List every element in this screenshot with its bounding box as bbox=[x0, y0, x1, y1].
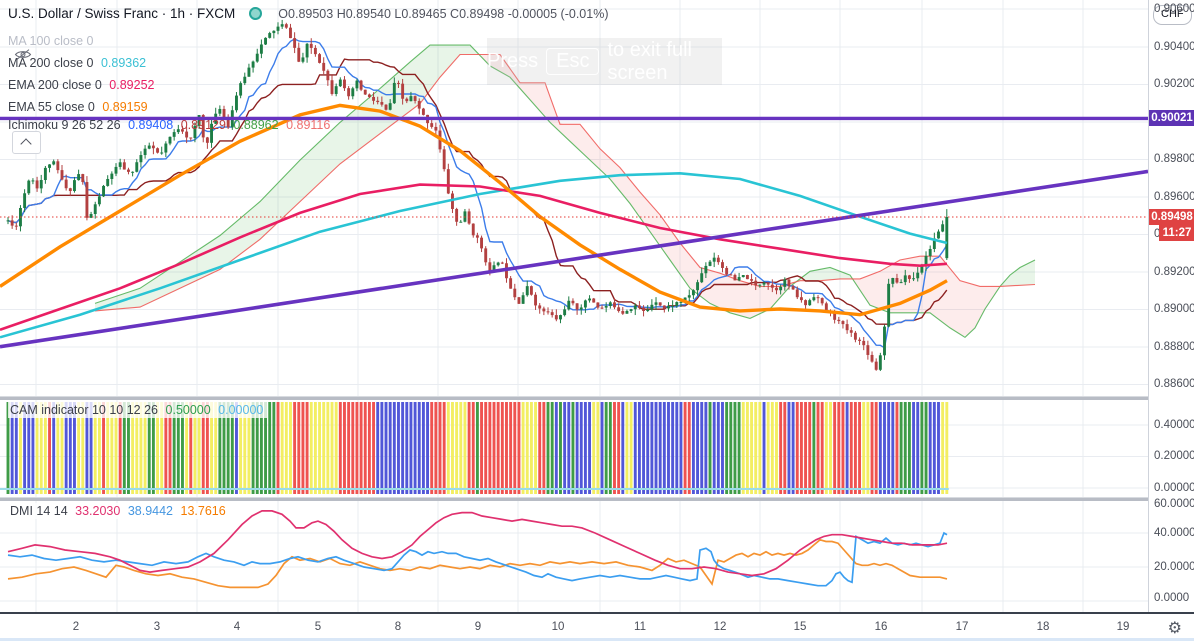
last-price-badge: 0.89498 bbox=[1149, 209, 1194, 225]
time-tick: 18 bbox=[1036, 621, 1050, 633]
legend-row-dmi[interactable]: DMI 14 14 33.2030 38.9442 13.7616 bbox=[8, 503, 231, 519]
legend-row-ema200[interactable]: EMA 200 close 0 0.89252 bbox=[8, 78, 155, 92]
symbol-title: U.S. Dollar / Swiss Franc · 1h · FXCM bbox=[8, 6, 236, 21]
visibility-off-icon[interactable] bbox=[14, 48, 32, 61]
dmi-minus-di-line bbox=[7, 538, 948, 589]
ema200-line bbox=[0, 183, 948, 332]
data-window-dot-icon bbox=[249, 6, 263, 20]
price-tick: 0.90200 bbox=[1154, 78, 1194, 90]
trend-line-drawing bbox=[0, 169, 1148, 349]
legend-row-ma100[interactable]: MA 100 close 0 bbox=[8, 34, 93, 61]
legend-row-ma200[interactable]: MA 200 close 0 0.89362 bbox=[8, 56, 147, 70]
collapse-legend-button[interactable] bbox=[12, 131, 41, 154]
price-tick: 0.88600 bbox=[1154, 378, 1194, 390]
time-tick: 4 bbox=[233, 621, 241, 633]
ichimoku-kijun-value: 0.89129 bbox=[180, 118, 226, 132]
currency-button[interactable]: CHF bbox=[1153, 5, 1192, 25]
time-tick: 2 bbox=[72, 621, 80, 633]
ma200-value: 0.89362 bbox=[100, 56, 147, 70]
fullscreen-esc-hint: Press Esc to exit full screen bbox=[487, 38, 722, 85]
time-tick: 8 bbox=[394, 621, 402, 633]
pane-separator-main-cam[interactable] bbox=[0, 396, 1194, 400]
legend-row-ichimoku[interactable]: Ichimoku 9 26 52 26 0.89408 0.89129 0.88… bbox=[8, 118, 331, 132]
time-tick: 9 bbox=[474, 621, 482, 633]
chart-canvas[interactable] bbox=[0, 0, 1148, 612]
esc-key-badge: Esc bbox=[546, 48, 600, 75]
dmi-tick: 40.0000 bbox=[1154, 527, 1194, 539]
time-tick: 11 bbox=[634, 621, 646, 633]
price-tick: 0.88800 bbox=[1154, 341, 1194, 353]
time-tick: 10 bbox=[551, 621, 565, 633]
gear-icon[interactable]: ⚙ bbox=[1167, 620, 1182, 637]
cam-value-1: 0.50000 bbox=[165, 403, 211, 417]
ema55-value: 0.89159 bbox=[102, 100, 148, 114]
window-edge bbox=[0, 638, 1194, 641]
dmi-plus-di-line bbox=[7, 531, 948, 587]
dmi-tick: 20.0000 bbox=[1154, 561, 1194, 573]
legend-row-cam[interactable]: CAM indicator 10 10 12 26 0.50000 0.0000… bbox=[8, 402, 269, 418]
ema55-line bbox=[0, 103, 948, 317]
dmi-tick: 60.0000 bbox=[1154, 498, 1194, 510]
dmi-adx-value: 33.2030 bbox=[75, 504, 121, 518]
ichimoku-span-a-value: 0.88962 bbox=[233, 118, 279, 132]
price-tick: 0.90400 bbox=[1154, 41, 1194, 53]
time-tick: 3 bbox=[153, 621, 161, 633]
legend-row-ema55[interactable]: EMA 55 close 0 0.89159 bbox=[8, 100, 148, 114]
change-value: -0.00005 (-0.01%) bbox=[507, 7, 609, 21]
dmi-minus-di-value: 13.7616 bbox=[180, 504, 226, 518]
ichimoku-cloud bbox=[94, 44, 1036, 338]
ichimoku-span-b-value: 0.89116 bbox=[286, 118, 331, 132]
price-tick: 0.89200 bbox=[1154, 266, 1194, 278]
dmi-lines bbox=[7, 510, 948, 589]
candles bbox=[6, 19, 949, 372]
price-tick: 0.89600 bbox=[1154, 191, 1194, 203]
time-tick: 17 bbox=[955, 621, 969, 633]
time-tick: 15 bbox=[793, 621, 807, 633]
price-tick: 0.89000 bbox=[1154, 303, 1194, 315]
cam-tick: 0.00000 bbox=[1154, 482, 1194, 494]
ichimoku-tenkan-value: 0.89408 bbox=[128, 118, 174, 132]
price-tick: 0.90600 bbox=[1154, 3, 1194, 15]
cam-value-2: 0.00000 bbox=[218, 403, 264, 417]
price-tick: 0.89800 bbox=[1154, 153, 1194, 165]
cam-indicator-stripes bbox=[0, 402, 949, 494]
countdown-badge: 11:27 bbox=[1159, 225, 1194, 241]
dmi-tick: 0.0000 bbox=[1154, 592, 1190, 604]
chevron-up-icon bbox=[20, 138, 32, 150]
dmi-plus-di-value: 38.9442 bbox=[127, 504, 174, 518]
user-drawings[interactable] bbox=[0, 116, 1148, 349]
cam-tick: 0.40000 bbox=[1154, 419, 1194, 431]
time-axis[interactable]: ⚙ 2 3 4 5 8 9 10 11 12 15 16 17 18 19 bbox=[0, 612, 1194, 641]
time-tick: 5 bbox=[314, 621, 322, 633]
dmi-adx-line bbox=[7, 510, 948, 577]
price-axis[interactable]: CHF 0.90600 0.90400 0.90200 0.89800 0.89600 0… bbox=[1148, 0, 1194, 612]
cam-tick: 0.20000 bbox=[1154, 450, 1194, 462]
drawing-level-badge: 0.90021 bbox=[1149, 110, 1194, 126]
pane-separator-cam-dmi[interactable] bbox=[0, 497, 1194, 501]
symbol-title-row[interactable]: U.S. Dollar / Swiss Franc · 1h · FXCM O0.… bbox=[8, 6, 609, 22]
time-tick: 12 bbox=[713, 621, 727, 633]
time-tick: 19 bbox=[1116, 621, 1130, 633]
time-tick: 16 bbox=[874, 621, 888, 633]
ohlc-values: O0.89503 H0.89540 L0.89465 C0.89498 -0.0… bbox=[278, 7, 609, 21]
ma200-line bbox=[0, 171, 948, 339]
ema200-value: 0.89252 bbox=[109, 78, 155, 92]
